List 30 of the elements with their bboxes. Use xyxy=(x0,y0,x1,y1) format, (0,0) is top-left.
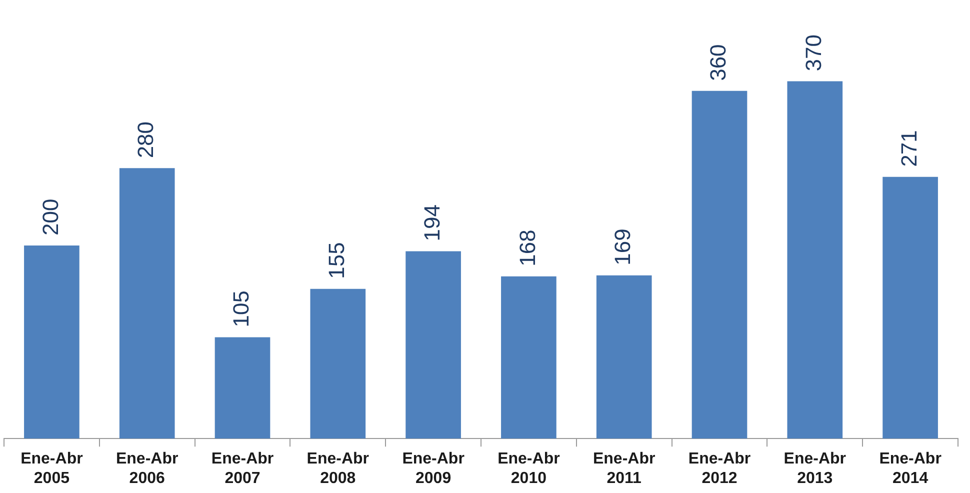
data-label: 155 xyxy=(324,242,349,279)
data-label: 271 xyxy=(896,130,922,167)
bar xyxy=(787,81,843,439)
bar xyxy=(119,168,175,439)
x-tick-label: Ene-Abr 2007 xyxy=(211,450,274,487)
bar xyxy=(214,337,270,439)
x-tick-label: Ene-Abr 2010 xyxy=(498,450,560,487)
x-tick-label: Ene-Abr 2005 xyxy=(20,450,83,487)
bar xyxy=(310,288,366,439)
data-label: 105 xyxy=(228,290,254,328)
x-tick-label: Ene-Abr 2013 xyxy=(784,450,846,487)
bar xyxy=(692,90,748,439)
bar xyxy=(406,251,461,439)
x-tick-label: Ene-Abr 2009 xyxy=(402,450,464,487)
data-label: 280 xyxy=(133,121,158,158)
data-label: 168 xyxy=(514,230,540,266)
x-tick-label: Ene-Abr 2014 xyxy=(879,450,942,487)
bar xyxy=(882,176,938,439)
data-label: 370 xyxy=(800,34,826,72)
bar xyxy=(596,275,652,439)
x-tick-label: Ene-Abr 2011 xyxy=(592,450,656,487)
x-tick-label: Ene-Abr 2008 xyxy=(306,450,370,487)
x-tick-label: Ene-Abr 2006 xyxy=(116,450,178,487)
data-label: 360 xyxy=(706,44,731,81)
bar xyxy=(501,276,556,439)
data-label: 194 xyxy=(419,204,444,242)
data-label: 200 xyxy=(38,198,63,236)
data-label: 169 xyxy=(610,228,636,266)
x-tick-label: Ene-Abr 2012 xyxy=(688,450,751,487)
bar xyxy=(24,245,80,439)
